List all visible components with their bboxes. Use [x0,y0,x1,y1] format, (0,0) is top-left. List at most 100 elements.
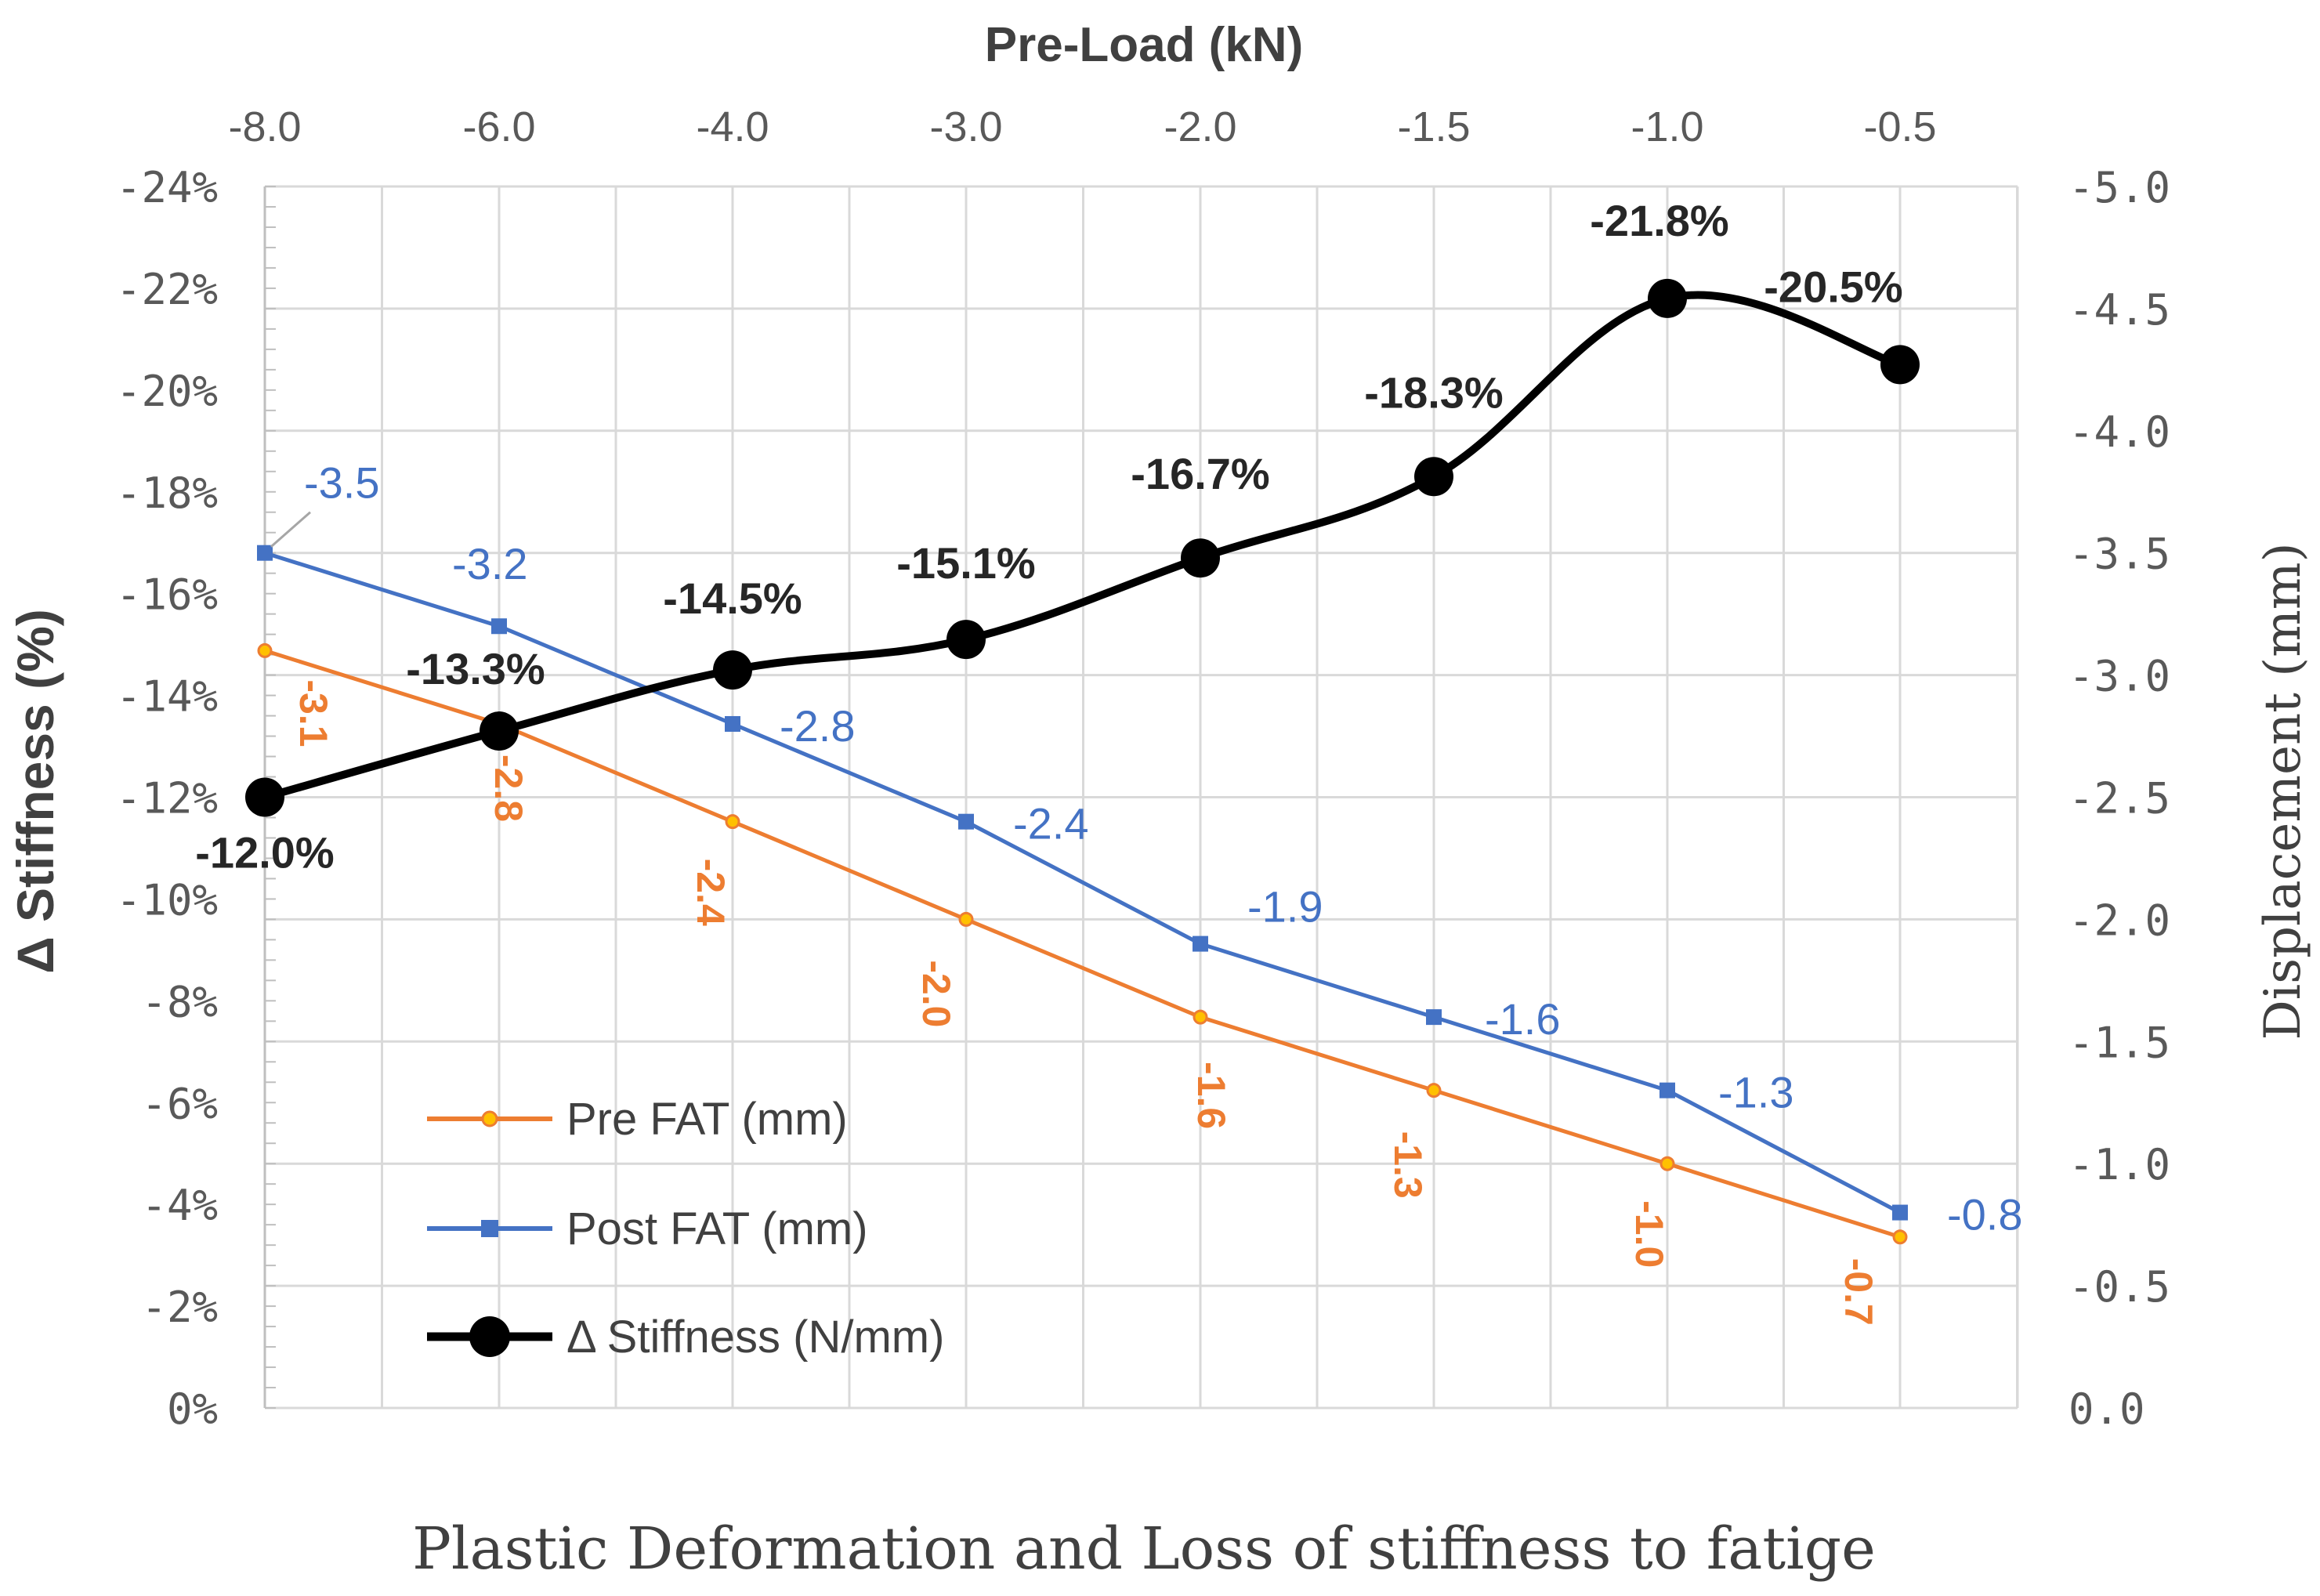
right-axis-tick-label: -3.5 [2068,530,2170,579]
data-label-pre-fat: -2.0 [914,960,958,1027]
data-label-post-fat: -0.8 [1947,1190,2023,1240]
data-label-pre-fat: -1.3 [1386,1131,1430,1199]
legend-marker-post-fat [481,1220,498,1237]
right-axis-tick-label: -5.0 [2068,163,2170,212]
data-point-delta-stiffness [1648,278,1687,318]
left-axis-tick-label: -16% [116,570,218,620]
left-axis-tick-label: -20% [116,367,218,416]
data-label-post-fat: -3.5 [304,458,380,508]
right-axis-title: Displacement (mm) [2254,542,2312,1040]
legend-item-delta-stiffness: Δ Stiffness (N/mm) [427,1312,944,1363]
data-point-post-fat [958,813,974,830]
data-label-pre-fat: -2.8 [487,755,530,822]
left-axis-title: Δ Stiffness (%) [6,609,64,973]
top-axis-tick-labels: -8.0 -6.0 -4.0 -3.0 -2.0 -1.5 -1.0 -0.5 [228,103,1936,150]
data-point-post-fat [725,715,740,732]
data-label-pre-fat: -1.6 [1189,1062,1233,1129]
right-axis-tick-label: -2.5 [2068,774,2170,823]
top-axis-tick-label: -0.5 [1863,103,1936,150]
right-axis-tick-label: -1.5 [2068,1018,2170,1067]
data-label-delta-stiffness: -14.5% [663,574,802,623]
legend-label-post-fat: Post FAT (mm) [566,1203,868,1254]
data-point-delta-stiffness [245,777,284,817]
data-label-leader-line [270,511,311,548]
data-point-delta-stiffness [1414,457,1453,497]
right-axis-tick-label: -3.0 [2068,652,2170,701]
left-axis-tick-label: -14% [116,672,218,722]
left-axis-tick-label: -6% [141,1079,218,1128]
data-label-pre-fat: -3.1 [291,679,335,747]
data-label-delta-stiffness: -12.0% [195,828,334,878]
right-axis-tick-label: -2.0 [2068,896,2170,945]
data-label-post-fat: -2.8 [780,701,856,751]
data-label-post-fat: -1.6 [1485,994,1561,1044]
top-axis-tick-label: -4.0 [696,103,769,150]
data-point-delta-stiffness [480,711,519,751]
top-axis-tick-label: -1.0 [1631,103,1703,150]
data-point-post-fat [1659,1082,1675,1098]
left-axis-tick-label: -10% [116,875,218,925]
x-axis-title: Pre-Load (kN) [985,18,1303,72]
data-point-pre-fat [1426,1083,1442,1098]
data-label-post-fat: -2.4 [1013,799,1089,849]
data-point-post-fat [257,545,273,561]
right-axis-tick-label: -1.0 [2068,1140,2170,1189]
data-point-pre-fat [958,911,974,927]
legend-marker-delta-stiffness [469,1316,510,1357]
data-point-delta-stiffness [946,620,986,660]
series-line-post-fat [264,551,1902,1214]
series-line-pre-fat [264,649,1901,1240]
series-layer [245,278,1920,1245]
data-label-delta-stiffness: -21.8% [1590,196,1728,245]
top-axis-tick-label: -1.5 [1397,103,1470,150]
left-axis-tick-label: -2% [141,1283,218,1332]
data-point-pre-fat [1892,1229,1908,1245]
data-label-post-fat: -1.9 [1247,882,1323,932]
data-label-delta-stiffness: -20.5% [1764,262,1902,311]
data-point-delta-stiffness [1181,538,1220,578]
right-axis-tick-label: 0.0 [2068,1384,2145,1434]
data-point-delta-stiffness [1880,345,1920,385]
right-axis-tick-label: -4.5 [2068,285,2170,335]
data-point-pre-fat [725,814,740,830]
data-label-delta-stiffness: -18.3% [1364,367,1503,417]
right-axis-tick-labels: 0.0 -0.5 -1.0 -1.5 -2.0 -2.5 -3.0 -3.5 -4.0 -4.5 -… [2068,163,2170,1434]
legend-label-delta-stiffness: Δ Stiffness (N/mm) [566,1312,944,1363]
data-label-pre-fat: -1.0 [1627,1200,1671,1268]
data-point-pre-fat [257,642,273,658]
data-label-post-fat: -1.3 [1718,1068,1794,1117]
right-axis-tick-label: -0.5 [2068,1262,2170,1312]
data-label-post-fat: -3.2 [452,539,528,588]
data-label-pre-fat: -2.4 [689,859,733,926]
legend: Pre FAT (mm) Post FAT (mm) Δ Stiffness (… [427,1094,944,1363]
legend-item-pre-fat: Pre FAT (mm) [427,1094,848,1145]
left-axis-tick-label: -22% [116,265,218,314]
data-point-delta-stiffness [713,650,752,690]
data-point-post-fat [1426,1009,1442,1026]
legend-item-post-fat: Post FAT (mm) [427,1203,868,1254]
top-axis-tick-label: -8.0 [228,103,301,150]
legend-marker-pre-fat [481,1110,498,1127]
data-label-delta-stiffness: -15.1% [896,538,1035,588]
legend-label-pre-fat: Pre FAT (mm) [566,1094,848,1145]
left-axis-tick-label: -18% [116,469,218,518]
data-point-pre-fat [1193,1009,1208,1025]
left-axis-tick-label: 0% [167,1384,218,1434]
data-point-post-fat [491,618,507,635]
top-axis-tick-label: -6.0 [462,103,535,150]
left-axis-tick-label: -8% [141,977,218,1026]
data-label-pre-fat: -0.7 [1837,1258,1880,1326]
data-point-post-fat [1892,1204,1908,1221]
top-axis-tick-label: -2.0 [1164,103,1236,150]
left-axis-tick-labels: 0% -2% -4% -6% -8% -10% -12% -14% -16% -18% -20% -2… [116,163,218,1434]
left-axis-tick-label: -12% [116,774,218,823]
data-point-pre-fat [1659,1156,1675,1171]
left-axis-tick-label: -24% [116,163,218,212]
series-line-delta-stiffness [263,291,1902,802]
data-label-delta-stiffness: -13.3% [406,644,545,693]
top-axis-tick-label: -3.0 [929,103,1002,150]
right-axis-tick-label: -4.0 [2068,407,2170,457]
left-axis-tick-label: -4% [141,1181,218,1230]
data-labels-layer: -3.1 -2.8 -2.4 -2.0 -1.6 -1.3 -1.0 -0.7 -3.5 -3.2… [195,196,2022,1326]
